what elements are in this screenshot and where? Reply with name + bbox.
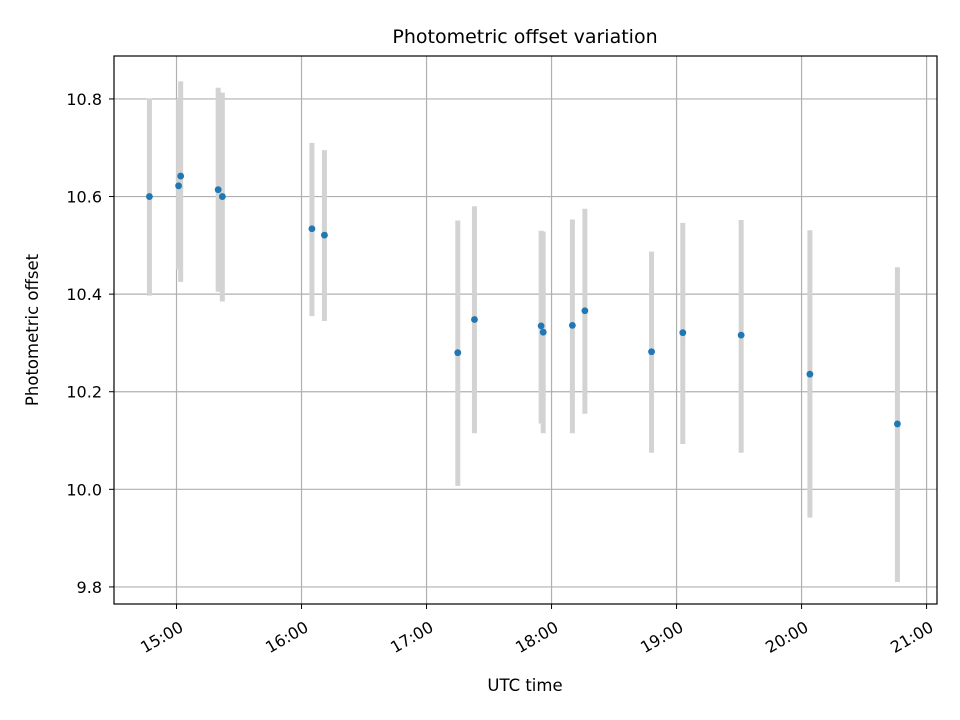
data-point <box>219 193 226 200</box>
data-point <box>471 316 478 323</box>
data-point <box>540 329 547 336</box>
data-point <box>538 322 545 329</box>
y-tick-label: 10.4 <box>66 285 102 304</box>
data-point <box>215 186 222 193</box>
data-point <box>679 329 686 336</box>
y-tick-label: 9.8 <box>77 578 102 597</box>
y-tick-label: 10.0 <box>66 480 102 499</box>
y-tick-label: 10.6 <box>66 188 102 207</box>
y-tick-label: 10.8 <box>66 90 102 109</box>
data-point <box>175 182 182 189</box>
data-point <box>177 173 184 180</box>
data-point <box>648 348 655 355</box>
y-axis-title: Photometric offset <box>23 253 42 406</box>
data-point <box>454 349 461 356</box>
data-point <box>309 225 316 232</box>
data-point <box>581 307 588 314</box>
data-point <box>894 421 901 428</box>
data-point <box>807 371 814 378</box>
data-point <box>146 193 153 200</box>
data-point <box>569 322 576 329</box>
data-point <box>738 332 745 339</box>
y-tick-label: 10.2 <box>66 383 102 402</box>
data-point <box>321 232 328 239</box>
chart-title: Photometric offset variation <box>392 26 657 48</box>
x-axis-title: UTC time <box>487 676 562 695</box>
